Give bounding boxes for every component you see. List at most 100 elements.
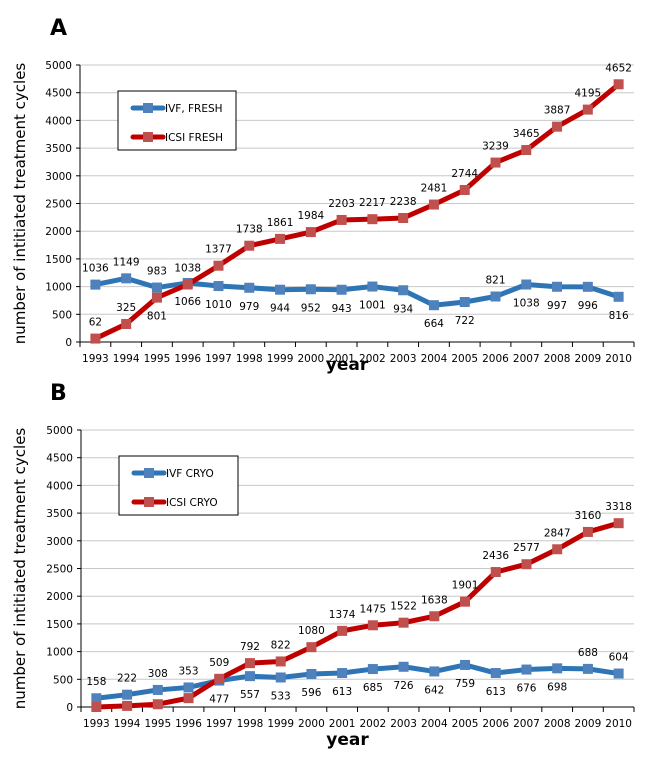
data-label: 1036 — [82, 263, 109, 275]
x-tick-label: 2003 — [390, 353, 417, 365]
data-label: 533 — [271, 690, 291, 702]
data-point — [521, 559, 532, 570]
x-tick-label: 2010 — [605, 718, 632, 730]
data-point — [552, 663, 563, 674]
data-point — [90, 333, 101, 344]
data-label: 222 — [117, 673, 137, 685]
data-point — [398, 661, 409, 672]
data-label: 3318 — [605, 501, 632, 513]
y-tick-label: 2000 — [45, 226, 72, 238]
data-label: 557 — [240, 689, 260, 701]
data-label: 2203 — [328, 198, 355, 210]
data-point — [428, 199, 439, 210]
panel-letter: A — [50, 16, 67, 41]
data-label: 613 — [486, 686, 506, 698]
data-point — [367, 620, 378, 631]
data-label: 1010 — [205, 299, 232, 311]
data-label: 801 — [147, 311, 167, 323]
legend-swatch-marker — [144, 497, 154, 507]
data-label: 1475 — [359, 603, 386, 615]
data-point — [275, 233, 286, 244]
data-point — [336, 284, 347, 295]
x-tick-label: 2008 — [544, 353, 571, 365]
x-tick-label: 1997 — [205, 353, 232, 365]
data-point — [183, 693, 194, 704]
x-tick-label: 2006 — [482, 718, 509, 730]
y-tick-label: 3000 — [45, 171, 72, 183]
data-point — [429, 666, 440, 677]
data-point — [582, 104, 593, 115]
y-tick-label: 4000 — [46, 480, 73, 492]
data-point — [398, 285, 409, 296]
y-tick-label: 4000 — [45, 115, 72, 127]
y-tick-label: 0 — [66, 702, 73, 714]
data-label: 2238 — [390, 196, 417, 208]
data-label: 1149 — [113, 256, 140, 268]
data-point — [490, 291, 501, 302]
data-point — [582, 663, 593, 674]
y-tick-label: 1500 — [45, 254, 72, 266]
data-label: 308 — [148, 668, 168, 680]
legend-swatch-marker — [143, 103, 153, 113]
y-tick-label: 3000 — [46, 536, 73, 548]
x-tick-label: 2003 — [390, 718, 417, 730]
data-point — [582, 526, 593, 537]
data-point — [151, 282, 162, 293]
x-tick-label: 2001 — [328, 353, 355, 365]
data-label: 613 — [332, 686, 352, 698]
data-point — [90, 279, 101, 290]
data-point — [459, 297, 470, 308]
y-tick-label: 1000 — [45, 282, 72, 294]
data-point — [552, 121, 563, 132]
data-point — [306, 642, 317, 653]
x-tick-label: 1993 — [83, 718, 110, 730]
data-point — [398, 617, 409, 628]
data-point — [213, 260, 224, 271]
data-label: 726 — [394, 680, 414, 692]
data-label: 62 — [89, 317, 102, 329]
y-axis-label: number of intitiated treatment cycles — [11, 428, 29, 710]
data-point — [490, 567, 501, 578]
x-tick-label: 1997 — [206, 718, 233, 730]
x-tick-label: 1999 — [267, 718, 294, 730]
x-tick-label: 2009 — [575, 718, 602, 730]
data-point — [275, 284, 286, 295]
x-tick-label: 2007 — [513, 718, 540, 730]
data-point — [613, 79, 624, 90]
data-point — [490, 668, 501, 679]
x-tick-label: 1996 — [175, 718, 202, 730]
x-tick-label: 1995 — [144, 718, 171, 730]
legend-label: IVF, FRESH — [165, 103, 223, 115]
y-axis-label: number of intitiated treatment cycles — [11, 63, 29, 345]
data-label: 1066 — [174, 296, 201, 308]
data-label: 1080 — [298, 625, 325, 637]
data-label: 4195 — [574, 88, 601, 100]
data-point — [460, 596, 471, 607]
y-tick-label: 4500 — [45, 88, 72, 100]
data-point — [244, 282, 255, 293]
x-tick-label: 2002 — [359, 718, 386, 730]
data-label: 1377 — [205, 244, 232, 256]
data-label: 1374 — [329, 609, 356, 621]
data-label: 2577 — [513, 542, 540, 554]
x-tick-label: 1994 — [113, 353, 140, 365]
data-label: 2744 — [451, 168, 478, 180]
data-point — [367, 664, 378, 675]
x-tick-label: 2000 — [298, 718, 325, 730]
y-tick-label: 500 — [53, 674, 73, 686]
data-label: 353 — [179, 665, 199, 677]
x-tick-label: 2004 — [421, 718, 448, 730]
x-axis-label: year — [326, 355, 369, 375]
data-point — [337, 668, 348, 679]
data-label: 722 — [455, 315, 475, 327]
x-tick-label: 2007 — [513, 353, 540, 365]
data-point — [122, 700, 133, 711]
data-label: 596 — [301, 687, 321, 699]
data-label: 996 — [578, 300, 598, 312]
y-tick-label: 2500 — [46, 564, 73, 576]
y-tick-label: 3500 — [45, 143, 72, 155]
data-label: 2217 — [359, 197, 386, 209]
data-point — [367, 214, 378, 225]
legend-label: ICSI CRYO — [166, 497, 218, 509]
data-label: 1901 — [452, 580, 479, 592]
